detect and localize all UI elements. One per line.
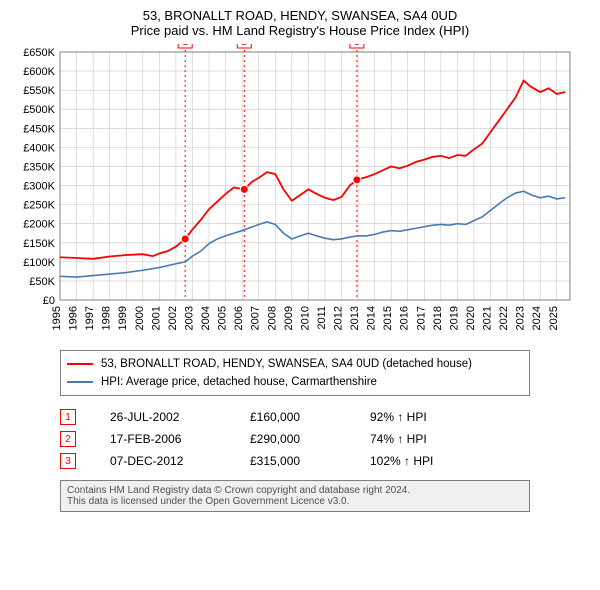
event-badge-label: 2	[242, 44, 248, 48]
x-tick-label: 2022	[498, 306, 510, 330]
title-line-1: 53, BRONALLT ROAD, HENDY, SWANSEA, SA4 0…	[10, 8, 590, 23]
x-tick-label: 2019	[448, 306, 460, 330]
x-tick-label: 2009	[283, 306, 295, 330]
x-tick-label: 2012	[332, 306, 344, 330]
chart-container: £0 £50K £100K £150K £200K £250K £300K £350K £400…	[10, 44, 590, 342]
series-line-hpi	[60, 191, 565, 277]
events-table: 1 26-JUL-2002£160,00092% ↑ HPI 2 17-FEB-200…	[60, 406, 443, 472]
attribution-line-1: Contains HM Land Registry data © Crown c…	[67, 485, 523, 496]
chart-titles: 53, BRONALLT ROAD, HENDY, SWANSEA, SA4 0…	[10, 8, 590, 38]
event-pct: 102% ↑ HPI	[370, 450, 443, 472]
event-marker-dot	[240, 185, 248, 193]
x-tick-label: 2013	[349, 306, 361, 330]
x-tick-label: 2014	[366, 306, 378, 330]
event-row: 2 17-FEB-2006£290,00074% ↑ HPI	[60, 428, 443, 450]
event-date: 26-JUL-2002	[110, 406, 250, 428]
series-line-price_paid	[60, 81, 565, 259]
y-tick-label: £600K	[23, 66, 55, 78]
x-tick-label: 2011	[316, 306, 328, 330]
plot-border	[60, 52, 570, 300]
x-tick-label: 2018	[432, 306, 444, 330]
x-tick-label: 1998	[101, 306, 113, 330]
event-marker-dot	[353, 176, 361, 184]
x-tick-label: 2007	[250, 306, 262, 330]
y-tick-label: £200K	[23, 219, 55, 231]
event-date: 17-FEB-2006	[110, 428, 250, 450]
legend-swatch-price	[67, 363, 93, 365]
legend-label-price: 53, BRONALLT ROAD, HENDY, SWANSEA, SA4 0…	[101, 358, 472, 370]
legend-row-hpi: HPI: Average price, detached house, Carm…	[67, 373, 523, 391]
x-tick-label: 1997	[84, 306, 96, 330]
event-marker-dot	[181, 235, 189, 243]
y-tick-label: £400K	[23, 142, 55, 154]
title-line-2: Price paid vs. HM Land Registry's House …	[10, 23, 590, 38]
event-badge-label: 1	[182, 44, 188, 48]
y-tick-label: £450K	[23, 123, 55, 135]
x-tick-label: 2003	[183, 306, 195, 330]
event-row: 3 07-DEC-2012£315,000102% ↑ HPI	[60, 450, 443, 472]
legend-swatch-hpi	[67, 381, 93, 383]
y-tick-label: £0	[43, 295, 55, 307]
event-price: £160,000	[250, 406, 370, 428]
x-tick-label: 2024	[531, 306, 543, 330]
attribution-line-2: This data is licensed under the Open Gov…	[67, 496, 523, 507]
x-tick-label: 2015	[382, 306, 394, 330]
x-tick-label: 1996	[68, 306, 80, 330]
x-tick-label: 2021	[482, 306, 494, 330]
x-tick-label: 2025	[548, 306, 560, 330]
event-price: £315,000	[250, 450, 370, 472]
x-tick-label: 2002	[167, 306, 179, 330]
x-tick-label: 1995	[51, 306, 63, 330]
y-tick-label: £150K	[23, 238, 55, 250]
event-price: £290,000	[250, 428, 370, 450]
event-badge: 1	[60, 409, 76, 425]
attribution-box: Contains HM Land Registry data © Crown c…	[60, 480, 530, 512]
x-tick-label: 2005	[217, 306, 229, 330]
event-pct: 74% ↑ HPI	[370, 428, 443, 450]
y-tick-label: £250K	[23, 200, 55, 212]
x-tick-label: 1999	[117, 306, 129, 330]
event-badge: 3	[60, 453, 76, 469]
y-tick-label: £50K	[29, 276, 55, 288]
y-tick-label: £100K	[23, 257, 55, 269]
event-badge: 2	[60, 431, 76, 447]
x-tick-label: 2008	[266, 306, 278, 330]
x-tick-label: 2020	[465, 306, 477, 330]
event-date: 07-DEC-2012	[110, 450, 250, 472]
x-tick-label: 2023	[515, 306, 527, 330]
y-tick-label: £650K	[23, 47, 55, 59]
legend-box: 53, BRONALLT ROAD, HENDY, SWANSEA, SA4 0…	[60, 350, 530, 396]
event-row: 1 26-JUL-2002£160,00092% ↑ HPI	[60, 406, 443, 428]
event-badge-label: 3	[354, 44, 360, 48]
x-tick-label: 2017	[415, 306, 427, 330]
x-tick-label: 2010	[299, 306, 311, 330]
event-pct: 92% ↑ HPI	[370, 406, 443, 428]
legend-row-price: 53, BRONALLT ROAD, HENDY, SWANSEA, SA4 0…	[67, 355, 523, 373]
y-tick-label: £550K	[23, 85, 55, 97]
x-tick-label: 2000	[134, 306, 146, 330]
x-tick-label: 2001	[150, 306, 162, 330]
x-tick-label: 2004	[200, 306, 212, 330]
y-tick-label: £350K	[23, 161, 55, 173]
y-tick-label: £500K	[23, 104, 55, 116]
y-tick-label: £300K	[23, 181, 55, 193]
x-tick-label: 2006	[233, 306, 245, 330]
legend-label-hpi: HPI: Average price, detached house, Carm…	[101, 376, 377, 388]
chart-svg: £0 £50K £100K £150K £200K £250K £300K £350K £400…	[10, 44, 588, 339]
x-tick-label: 2016	[399, 306, 411, 330]
